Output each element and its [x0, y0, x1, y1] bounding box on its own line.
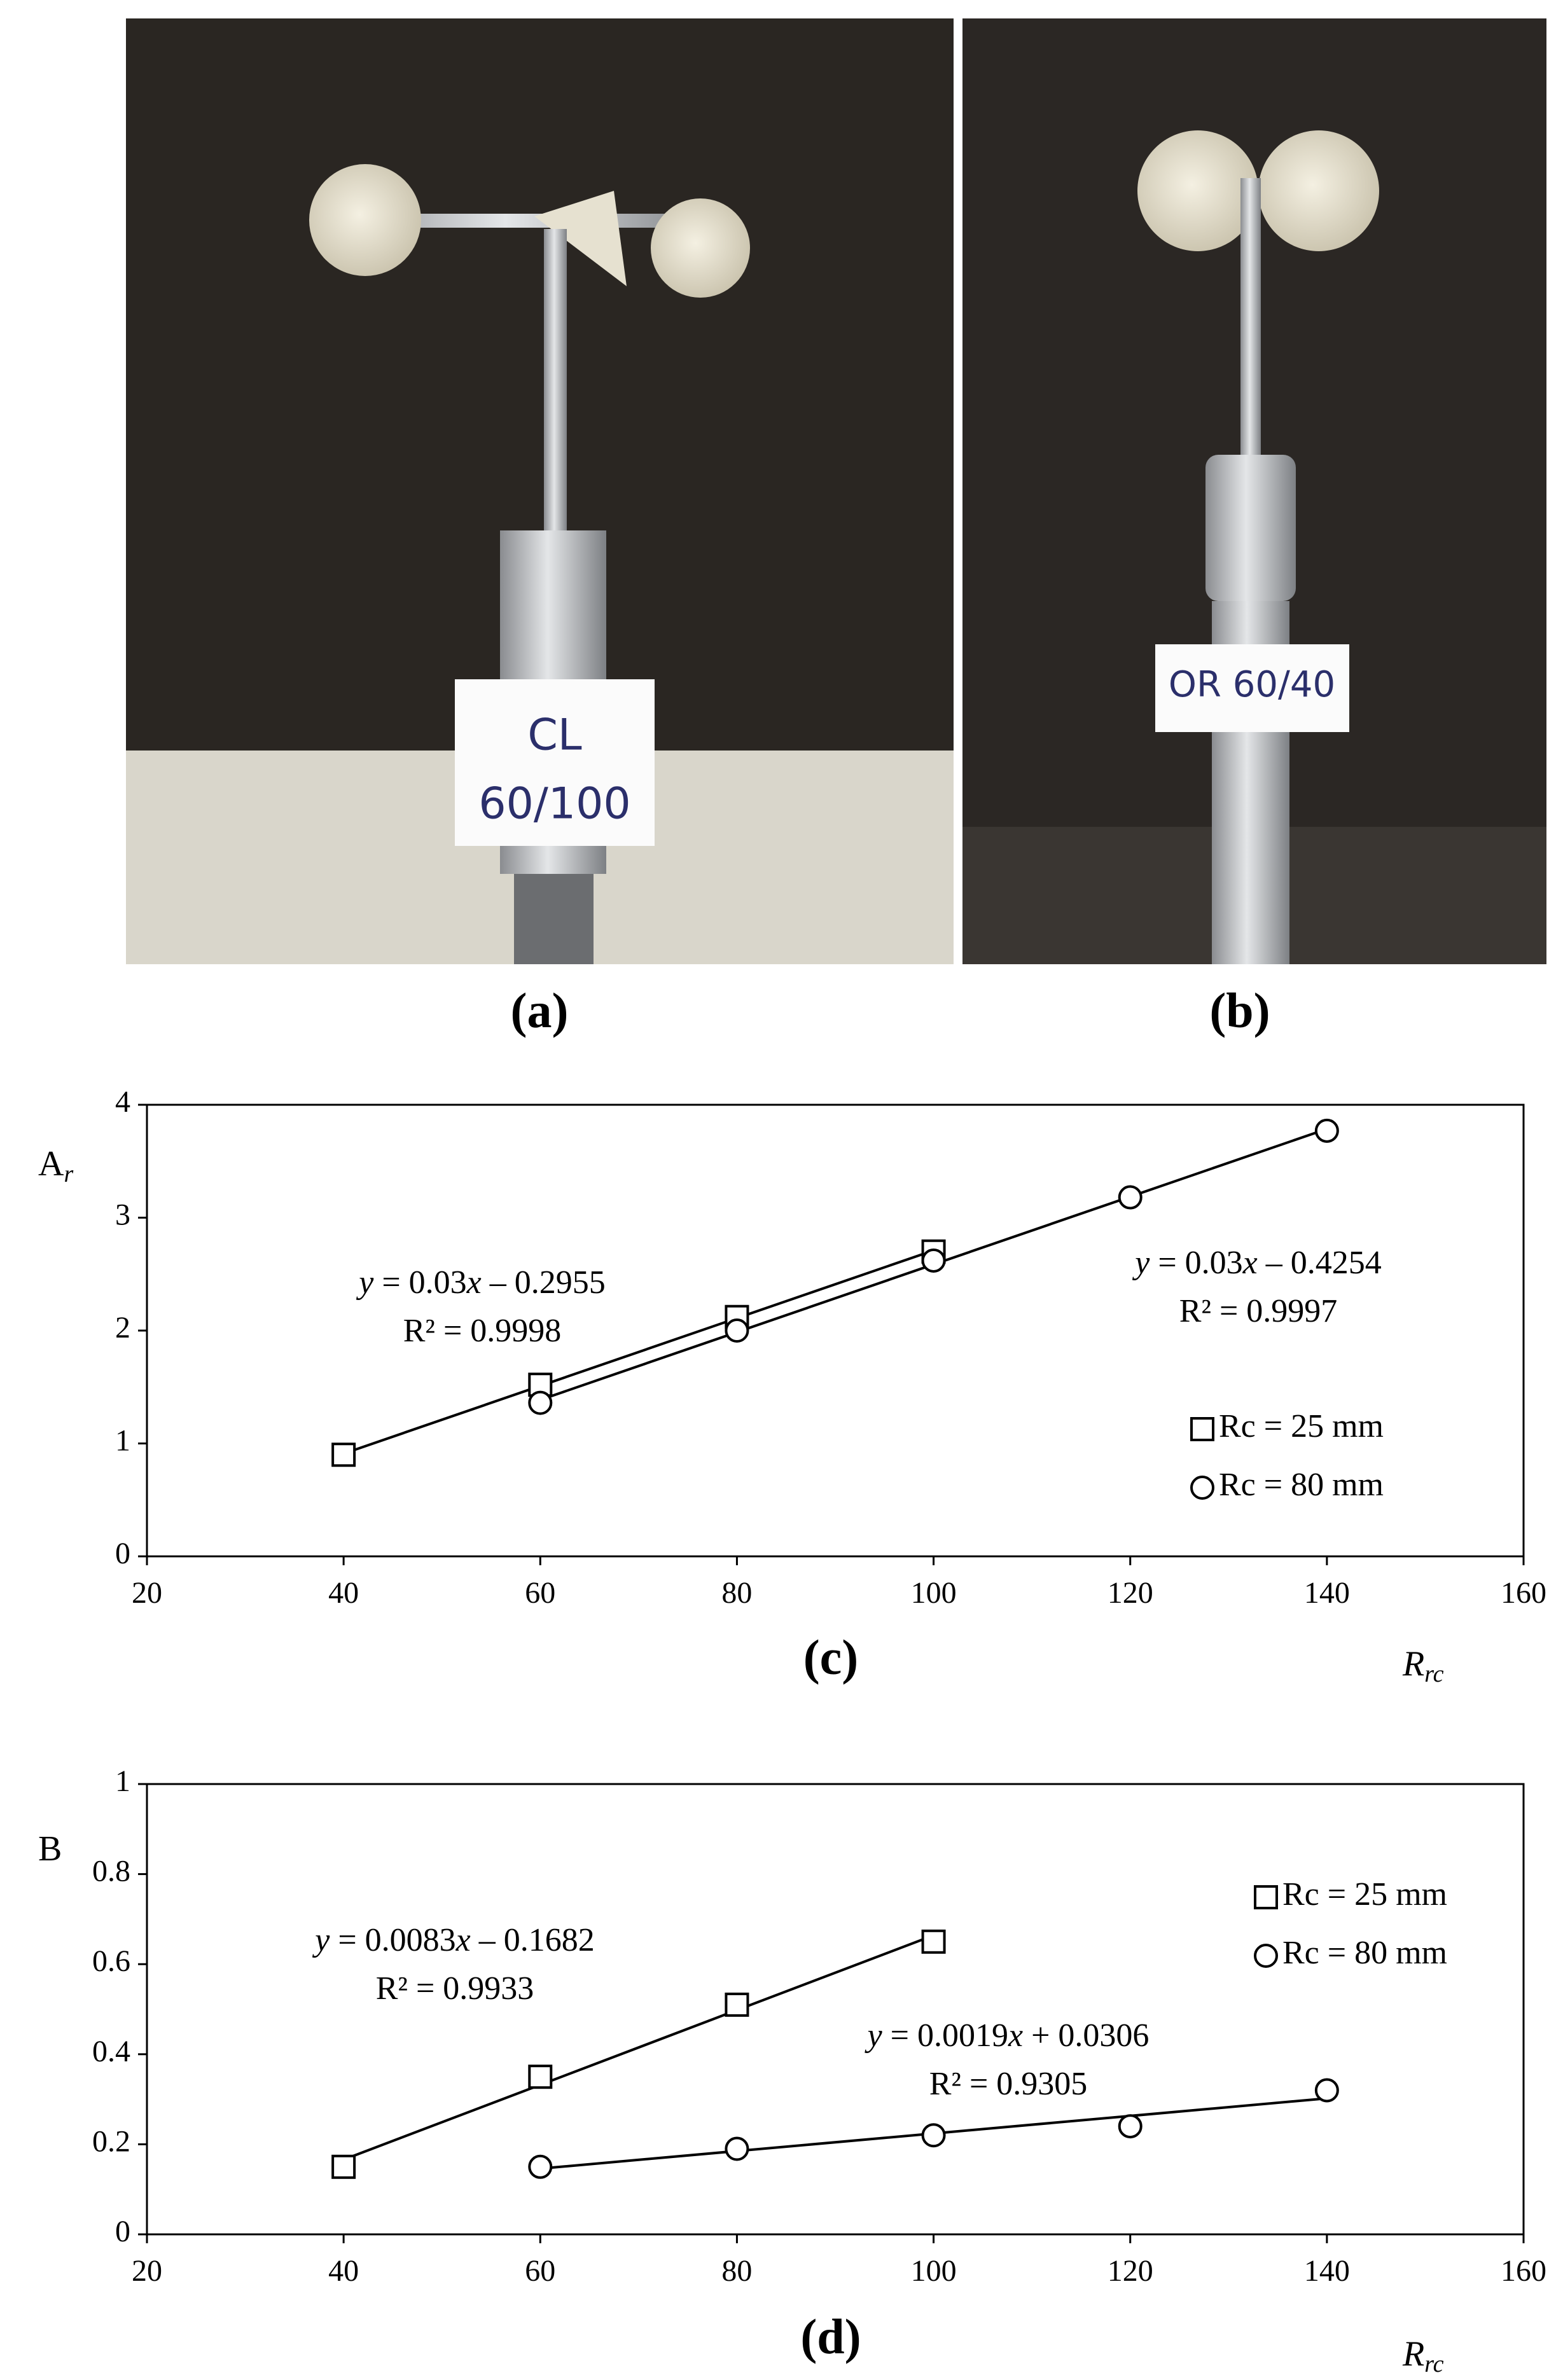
legend-label: Rc = 80 mm: [1219, 1467, 1384, 1503]
marker: [1314, 1118, 1339, 1143]
y-tick-label: 1: [115, 1764, 130, 1798]
x-tick-label: 160: [1501, 2254, 1546, 2288]
x-axis-label: Rrc: [1402, 1644, 1444, 1687]
marker: [331, 1443, 356, 1467]
y-tick-label: 0.6: [92, 1944, 130, 1978]
sign-text: CL: [527, 710, 581, 761]
sign-text: OR 60/40: [1169, 664, 1335, 705]
y-axis-label-main: A: [38, 1144, 64, 1184]
y-tick-label: 1: [115, 1424, 130, 1458]
caption: (a): [511, 983, 569, 1038]
annotation: y = 0.03x – 0.4254: [1132, 1245, 1382, 1281]
x-tick-label: 80: [721, 1576, 752, 1610]
x-tick-label: 160: [1501, 1576, 1546, 1610]
x-tick-label: 60: [525, 1576, 555, 1610]
annotation: R² = 0.9933: [376, 1970, 534, 2007]
legend-label: Rc = 25 mm: [1282, 1876, 1447, 1913]
x-tick-label: 120: [1108, 1576, 1153, 1610]
marker: [725, 2136, 749, 2161]
annotation: y = 0.0083x – 0.1682: [312, 1922, 595, 1958]
marker: [921, 1929, 946, 1954]
y-tick-label: 2: [115, 1311, 130, 1345]
x-axis-label-sub: rc: [1424, 2351, 1443, 2377]
x-tick-label: 40: [328, 1576, 359, 1610]
y-tick-label: 0.4: [92, 2035, 130, 2068]
marker: [528, 2154, 553, 2179]
marker: [725, 1992, 749, 2017]
x-axis-label-sub: rc: [1424, 1661, 1443, 1687]
cup: [1258, 130, 1379, 251]
pole: [1240, 178, 1261, 458]
x-tick-label: 80: [721, 2254, 752, 2288]
x-tick-label: 100: [911, 2254, 957, 2288]
sign: [1155, 644, 1349, 732]
x-tick-label: 20: [132, 2254, 162, 2288]
sign: [455, 679, 655, 846]
y-axis-label: Ar: [38, 1144, 73, 1187]
annotation: R² = 0.9998: [403, 1313, 562, 1349]
trendline: [343, 1249, 934, 1455]
cup: [1137, 130, 1258, 251]
plot-frame: [146, 1783, 1525, 2236]
photo-b: OR 60/40: [962, 18, 1546, 964]
x-tick-label: 40: [328, 2254, 359, 2288]
marker: [1190, 1476, 1214, 1500]
y-tick-label: 0.2: [92, 2124, 130, 2158]
photo-a: CL 60/100: [126, 18, 954, 964]
cup: [651, 198, 750, 298]
cup: [309, 164, 421, 276]
marker: [725, 1318, 749, 1343]
pole: [544, 229, 567, 534]
x-tick-label: 60: [525, 2254, 555, 2288]
legend-label: Rc = 25 mm: [1219, 1408, 1384, 1444]
x-tick-label: 140: [1304, 2254, 1350, 2288]
y-axis-label-sub: r: [64, 1161, 73, 1187]
body: [1205, 455, 1296, 601]
marker: [331, 2154, 356, 2179]
x-axis-label: Rrc: [1402, 2334, 1444, 2377]
y-tick-label: 0: [115, 1537, 130, 1570]
x-tick-label: 120: [1108, 2254, 1153, 2288]
y-tick-label: 0.8: [92, 1855, 130, 1888]
marker: [921, 1248, 946, 1273]
cone: [534, 191, 627, 286]
trendline: [343, 1934, 934, 2161]
marker: [528, 1390, 553, 1415]
marker: [528, 2065, 553, 2089]
caption: (b): [1209, 983, 1270, 1038]
annotation: R² = 0.9997: [1179, 1293, 1338, 1329]
sign-text: 60/100: [478, 779, 630, 829]
marker: [1118, 2114, 1143, 2139]
x-tick-label: 100: [911, 1576, 957, 1610]
caption: (d): [800, 2309, 861, 2364]
x-tick-label: 20: [132, 1576, 162, 1610]
annotation: R² = 0.9305: [929, 2066, 1088, 2102]
marker: [1190, 1417, 1214, 1441]
marker: [1254, 1944, 1278, 1968]
x-axis-label-main: R: [1402, 1644, 1424, 1684]
y-tick-label: 0: [115, 2215, 130, 2248]
y-tick-label: 4: [115, 1085, 130, 1119]
arm: [331, 214, 719, 228]
caption: (c): [803, 1629, 859, 1685]
marker: [1118, 1185, 1143, 1210]
x-axis-label-main: R: [1402, 2334, 1424, 2374]
base: [514, 874, 594, 964]
annotation: y = 0.03x – 0.2955: [356, 1264, 606, 1301]
y-tick-label: 3: [115, 1198, 130, 1232]
marker: [1314, 2078, 1339, 2103]
y-axis-label: B: [38, 1829, 62, 1869]
y-axis-label-main: B: [38, 1829, 62, 1869]
x-tick-label: 140: [1304, 1576, 1350, 1610]
marker: [921, 2123, 946, 2148]
annotation: y = 0.0019x + 0.0306: [865, 2017, 1150, 2054]
marker: [1254, 1885, 1278, 1909]
legend-label: Rc = 80 mm: [1282, 1935, 1447, 1971]
